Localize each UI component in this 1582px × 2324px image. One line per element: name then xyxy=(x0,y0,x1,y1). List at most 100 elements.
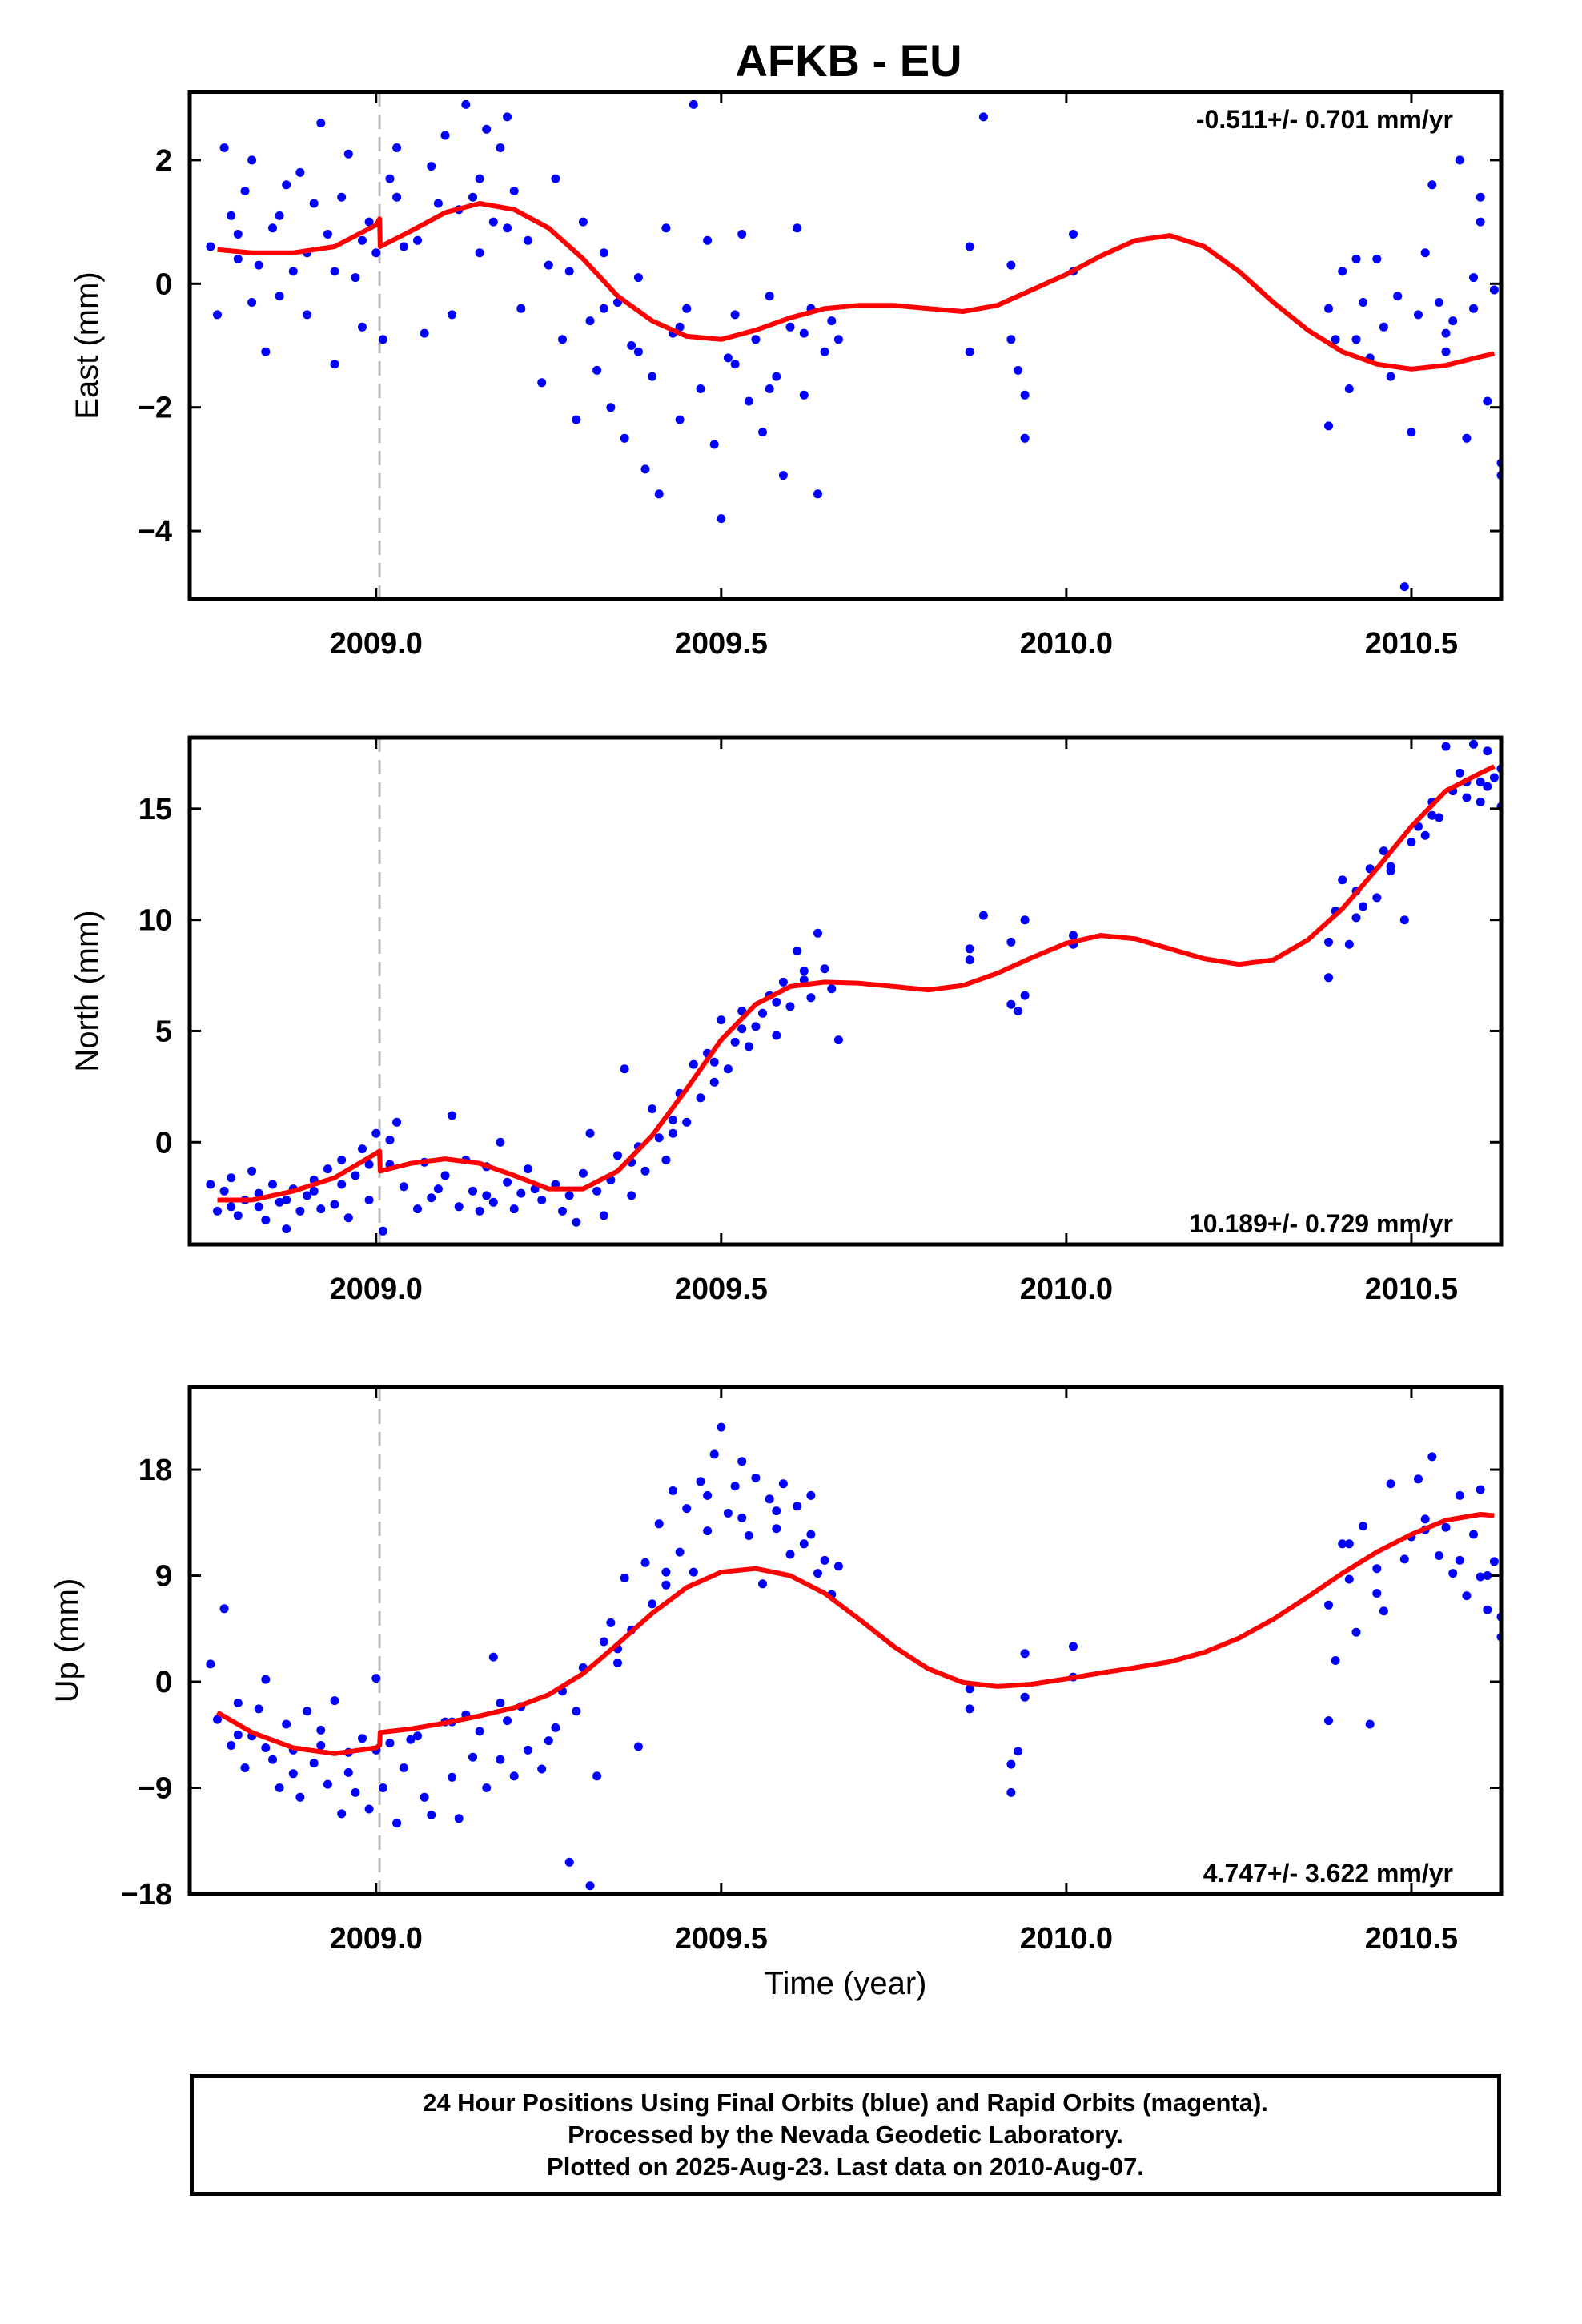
up-data-point xyxy=(682,1504,692,1514)
up-data-point xyxy=(1020,1649,1030,1659)
up-data-point xyxy=(496,1755,505,1764)
up-data-point xyxy=(295,1792,305,1802)
east-data-point xyxy=(509,187,519,195)
east-data-point xyxy=(295,167,305,177)
up-data-point xyxy=(675,1547,685,1557)
east-data-point xyxy=(965,242,974,251)
north-data-point xyxy=(669,1116,677,1124)
up-data-point xyxy=(364,1804,374,1814)
up-data-point xyxy=(275,1783,284,1792)
east-data-point xyxy=(1434,298,1443,307)
north-data-point xyxy=(509,1204,519,1214)
east-data-point xyxy=(689,99,698,109)
east-data-point xyxy=(275,292,284,301)
north-data-point xyxy=(316,1204,326,1214)
east-data-point xyxy=(371,248,381,258)
up-data-point xyxy=(330,1696,339,1706)
up-y-tick-label: 9 xyxy=(155,1560,172,1594)
east-data-point xyxy=(1462,433,1472,443)
north-data-point xyxy=(399,1182,408,1192)
up-data-point xyxy=(1476,1485,1485,1494)
east-x-tick-label: 2009.0 xyxy=(330,627,423,661)
up-data-point xyxy=(1006,1787,1016,1797)
up-data-point xyxy=(1469,1530,1478,1539)
up-data-point xyxy=(1020,1692,1030,1702)
north-data-point xyxy=(282,1224,291,1234)
north-data-point xyxy=(696,1093,705,1103)
east-data-point xyxy=(813,489,822,499)
caption-line-2: Processed by the Nevada Geodetic Laborat… xyxy=(568,2121,1123,2149)
east-data-point xyxy=(682,304,692,313)
north-data-point xyxy=(1455,768,1464,778)
east-data-point xyxy=(343,149,353,159)
east-data-point xyxy=(1344,384,1354,393)
up-data-point xyxy=(669,1486,677,1495)
east-data-point xyxy=(585,316,595,326)
up-data-point xyxy=(496,1699,505,1707)
north-y-tick-label: 0 xyxy=(155,1126,172,1160)
north-data-point xyxy=(268,1180,277,1189)
east-data-point xyxy=(337,192,347,202)
north-ticks: 2009.0 2009.5 2010.0 2010.5 0 5 10 15 xyxy=(139,738,1501,1306)
north-data-point xyxy=(758,1008,767,1018)
east-data-point xyxy=(675,415,685,424)
east-x-tick-label: 2010.0 xyxy=(1020,627,1113,661)
north-data-point xyxy=(661,1156,671,1164)
east-x-tick-label: 2010.5 xyxy=(1365,627,1458,661)
east-data-point xyxy=(544,260,553,270)
north-data-point xyxy=(448,1111,457,1120)
east-data-point xyxy=(558,335,567,344)
up-data-point xyxy=(806,1530,816,1539)
up-data-point xyxy=(261,1675,271,1684)
up-data-point xyxy=(1365,1719,1375,1729)
east-y-tick-label: 0 xyxy=(155,267,172,301)
up-data-point xyxy=(468,1752,477,1762)
up-data-point xyxy=(696,1477,705,1486)
up-y-tick-label: 0 xyxy=(155,1666,172,1699)
east-data-point xyxy=(620,433,629,443)
up-data-point xyxy=(620,1574,629,1582)
east-data-point xyxy=(1407,428,1416,437)
north-data-point xyxy=(1427,810,1437,820)
north-data-point xyxy=(592,1186,602,1196)
up-data-point xyxy=(1338,1539,1347,1549)
up-data-point xyxy=(1351,1627,1361,1637)
north-data-point xyxy=(1489,773,1499,782)
east-data-point xyxy=(661,223,671,233)
up-data-point xyxy=(233,1730,243,1739)
east-data-point xyxy=(1379,322,1388,332)
east-data-point xyxy=(392,143,402,152)
north-y-axis-label: North (mm) xyxy=(70,910,105,1072)
east-data-point xyxy=(1441,347,1451,356)
east-data-point xyxy=(799,328,809,338)
east-data-point xyxy=(206,242,215,251)
up-model-curve xyxy=(215,1512,1495,1756)
north-data-point xyxy=(689,1059,698,1069)
north-data-point xyxy=(564,1191,574,1200)
caption-line-3: Plotted on 2025-Aug-23. Last data on 201… xyxy=(547,2153,1144,2181)
east-data-point xyxy=(330,267,339,276)
up-data-point xyxy=(254,1704,263,1714)
up-data-point xyxy=(1420,1514,1430,1524)
north-rate-label: 10.189+/- 0.729 mm/yr xyxy=(1189,1209,1453,1238)
east-data-point xyxy=(475,248,484,258)
east-data-point xyxy=(516,304,526,313)
up-data-point xyxy=(488,1652,498,1662)
north-data-point xyxy=(965,955,974,965)
north-data-point xyxy=(1434,813,1443,822)
up-data-point xyxy=(343,1767,353,1777)
north-data-point xyxy=(717,1015,726,1025)
up-data-point xyxy=(1427,1452,1437,1462)
up-data-point xyxy=(613,1659,622,1667)
east-data-point xyxy=(785,322,795,332)
east-data-point xyxy=(1372,254,1382,263)
up-data-point xyxy=(1331,1656,1340,1665)
east-data-point xyxy=(399,242,408,251)
up-data-point xyxy=(765,1494,774,1504)
east-y-axis-label: East (mm) xyxy=(70,271,105,419)
east-data-point xyxy=(1469,304,1478,313)
north-data-point xyxy=(496,1137,505,1147)
up-data-point xyxy=(316,1741,326,1750)
east-x-tick-label: 2009.5 xyxy=(675,627,768,661)
